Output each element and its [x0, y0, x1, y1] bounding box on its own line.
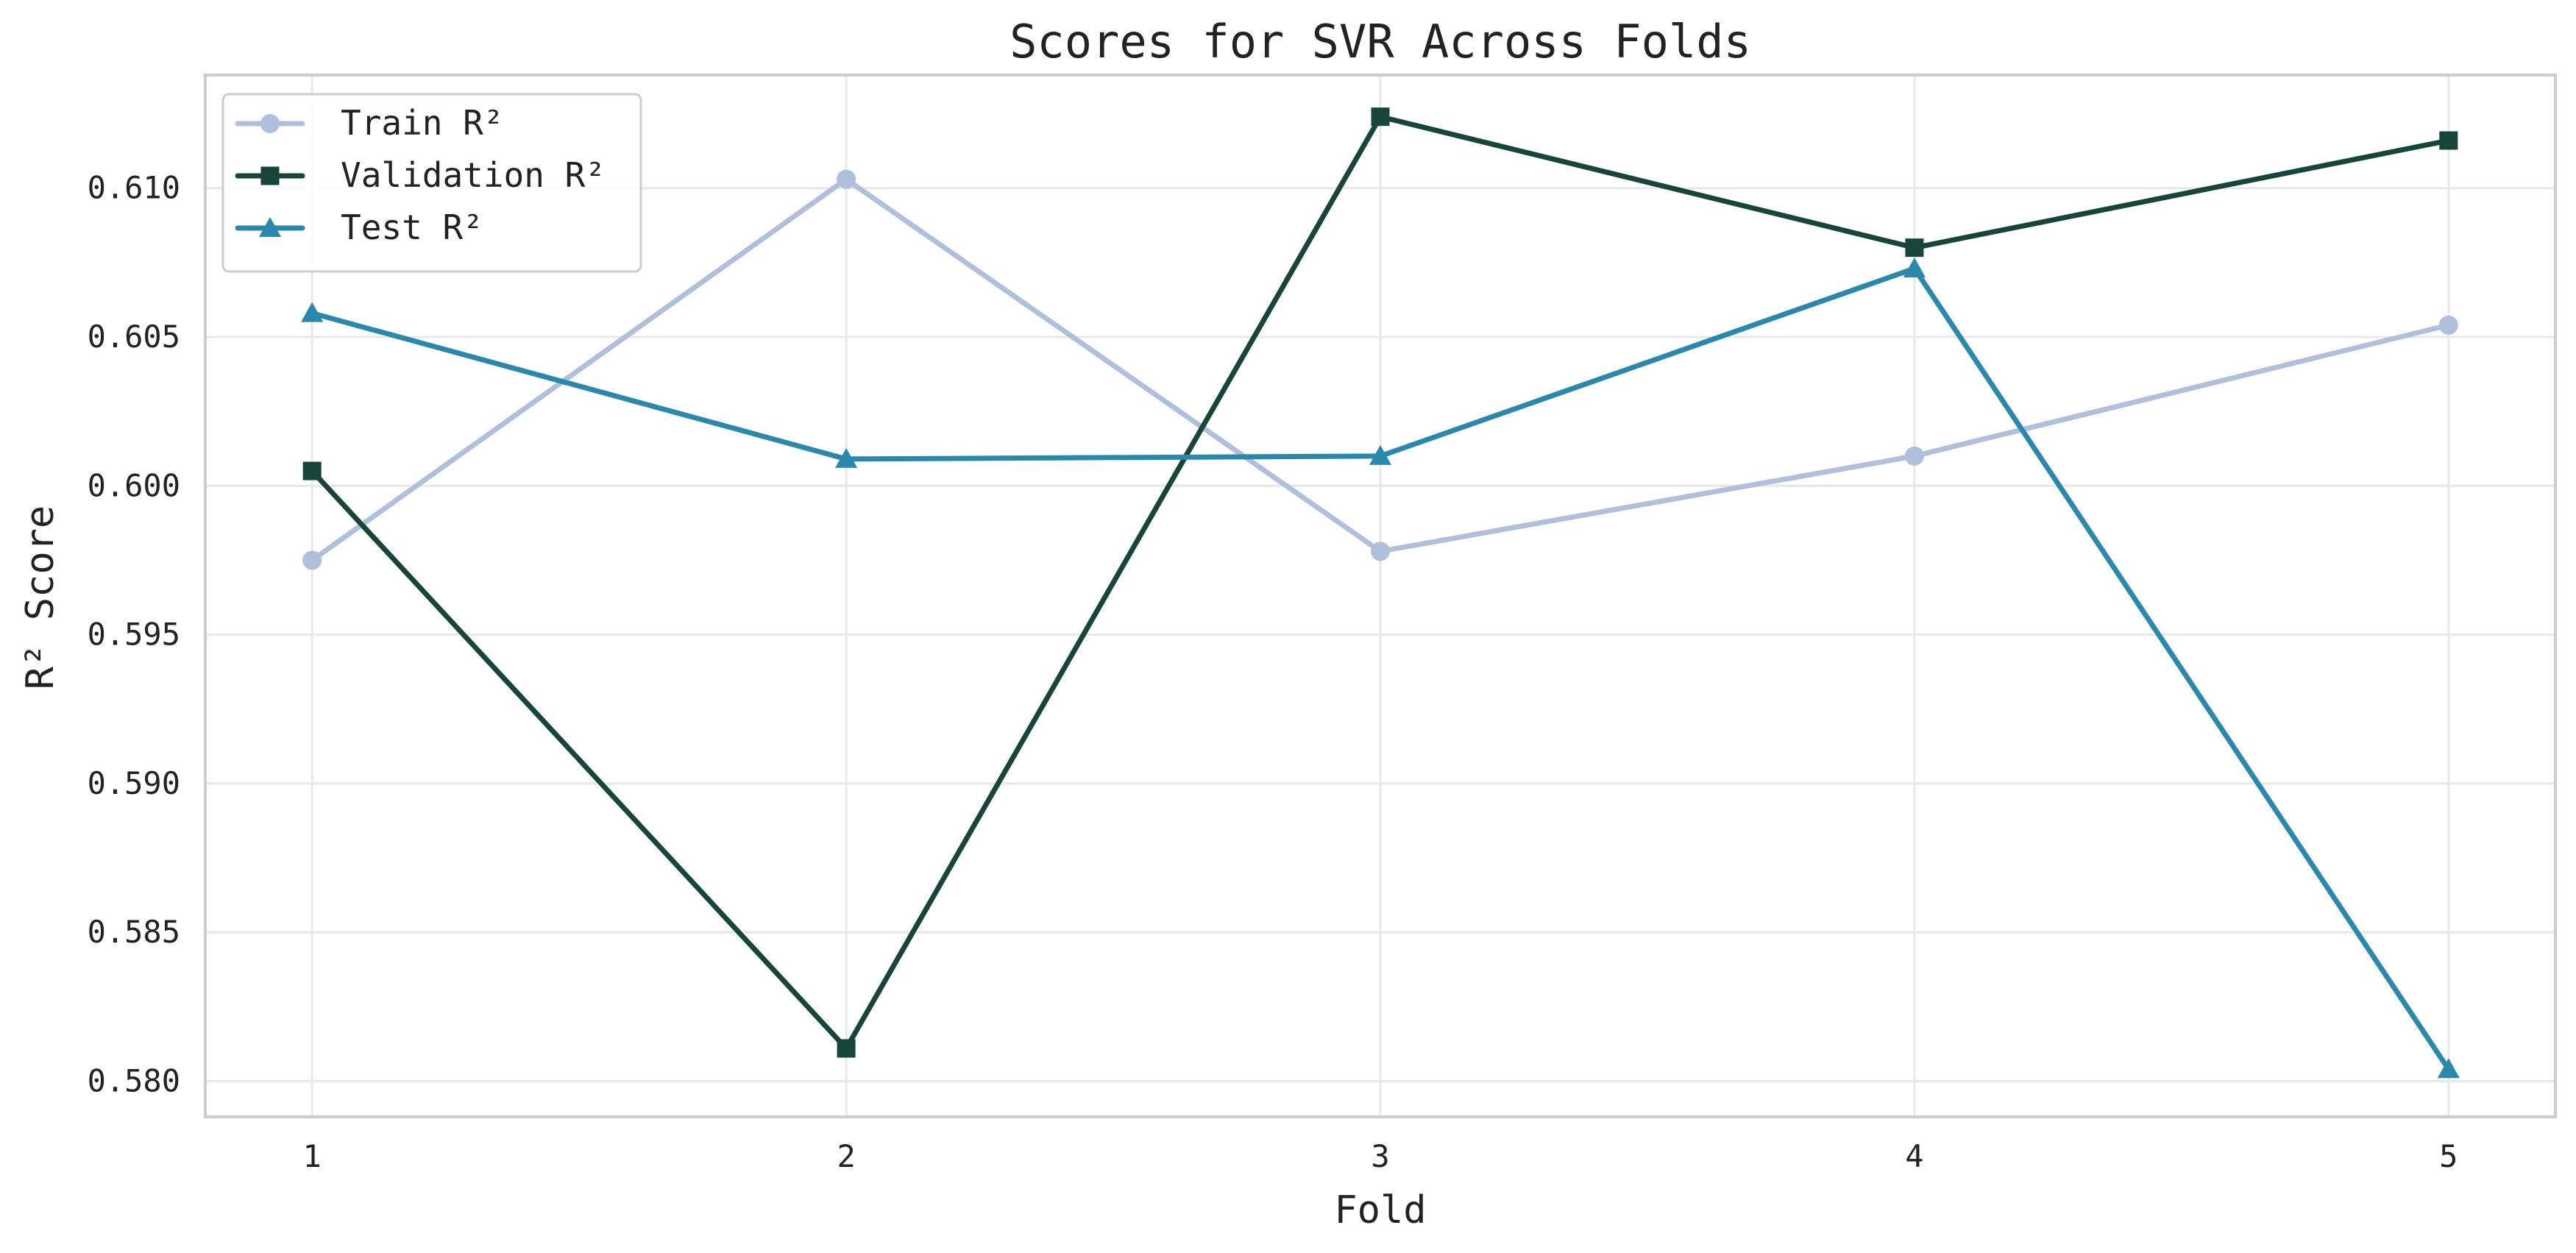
data-point-marker: [302, 461, 322, 480]
x-axis-label: Fold: [1334, 1188, 1426, 1232]
plot-frame: [204, 74, 2557, 1118]
legend-label: Validation R²: [341, 155, 606, 195]
legend-swatch-marker: [260, 114, 280, 133]
x-tick-label: 4: [1905, 1138, 1923, 1174]
legend-swatch-marker: [259, 217, 281, 237]
legend: Train R² Validation R² Test R²: [221, 93, 642, 273]
x-axis-ticks: 1 2 3 4 5: [303, 1138, 2458, 1174]
data-point-marker: [837, 1039, 856, 1058]
chart-title: Scores for SVR Across Folds: [1010, 15, 1751, 68]
data-point-marker: [1903, 257, 1926, 277]
y-tick-label: 0.590: [88, 765, 180, 801]
y-axis-ticks: 0.580 0.585 0.590 0.595 0.600 0.605 0.610: [88, 170, 180, 1099]
data-point-marker: [1904, 446, 1924, 466]
data-point-marker: [1905, 238, 1924, 258]
data-point-marker: [837, 169, 856, 189]
x-tick-label: 2: [837, 1138, 855, 1174]
y-tick-label: 0.580: [88, 1062, 180, 1098]
data-point-marker: [1371, 542, 1390, 561]
data-point-marker: [301, 302, 324, 322]
x-tick-label: 5: [2439, 1138, 2458, 1174]
y-tick-label: 0.605: [88, 319, 180, 355]
y-tick-label: 0.585: [88, 914, 180, 950]
legend-label: Train R²: [341, 103, 504, 143]
data-point-marker: [835, 447, 858, 468]
y-tick-label: 0.610: [88, 170, 180, 206]
data-point-marker: [2438, 315, 2458, 335]
x-tick-label: 3: [1371, 1138, 1389, 1174]
legend-box: [221, 93, 642, 273]
data-point-marker: [302, 550, 322, 570]
x-tick-label: 1: [303, 1138, 322, 1174]
data-point-marker: [2439, 131, 2458, 150]
data-point-marker: [2437, 1058, 2460, 1079]
legend-label: Test R²: [341, 207, 483, 247]
y-tick-label: 0.595: [88, 617, 180, 653]
data-point-marker: [1369, 444, 1391, 465]
series-markers: [301, 107, 2460, 1079]
data-point-marker: [1371, 107, 1390, 127]
y-axis-label: R² Score: [18, 505, 63, 689]
legend-swatch-marker: [260, 166, 280, 185]
grid: [205, 75, 2555, 1117]
y-tick-label: 0.600: [88, 467, 180, 503]
